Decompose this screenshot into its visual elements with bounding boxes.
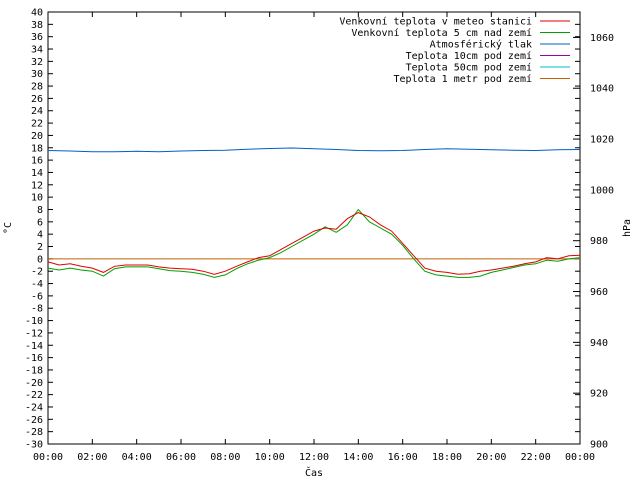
x-axis-label: Čas [305, 466, 323, 479]
y-tick-label-right: 940 [590, 338, 608, 349]
y-tick-label-right: 1040 [590, 84, 614, 95]
y-tick-label-right: 960 [590, 287, 608, 298]
y-tick-label-left: 8 [37, 205, 43, 216]
y-tick-label-left: 12 [31, 180, 43, 191]
y-tick-label-left: -2 [31, 267, 43, 278]
y-tick-label-left: -14 [25, 341, 43, 352]
y-tick-label-left: 32 [31, 57, 43, 68]
x-tick-label: 14:00 [343, 452, 373, 463]
y-tick-label-left: 0 [37, 254, 43, 265]
legend: Venkovní teplota v meteo staniciVenkovní… [339, 16, 570, 85]
y-tick-label-left: 4 [37, 230, 43, 241]
x-tick-label: 16:00 [388, 452, 418, 463]
y-tick-label-left: -26 [25, 415, 43, 426]
legend-label: Teplota 50cm pod zemí [406, 62, 532, 74]
y-tick-label-left: 30 [31, 69, 43, 80]
y-tick-label-left: 24 [31, 106, 43, 117]
y-tick-label-left: 6 [37, 217, 43, 228]
x-tick-label: 04:00 [122, 452, 152, 463]
y-tick-label-left: -18 [25, 365, 43, 376]
series-line-0 [47, 212, 581, 275]
y-tick-label-left: 36 [31, 32, 43, 43]
series-line-2 [47, 147, 581, 153]
x-tick-label: 02:00 [77, 452, 107, 463]
y-tick-label-right: 900 [590, 440, 608, 451]
y-tick-label-left: 18 [31, 143, 43, 154]
y-tick-label-left: -4 [31, 279, 43, 290]
y-tick-label-left: -10 [25, 316, 43, 327]
y-tick-label-right: 980 [590, 236, 608, 247]
y-tick-label-left: -30 [25, 440, 43, 451]
y-tick-label-right: 1020 [590, 135, 614, 146]
y-tick-label-left: -8 [31, 304, 43, 315]
y-tick-label-left: 16 [31, 156, 43, 167]
series-line-1 [47, 208, 581, 278]
x-tick-label: 18:00 [432, 452, 462, 463]
x-tick-label: 00:00 [33, 452, 63, 463]
series-layer [47, 147, 581, 278]
x-tick-label: 10:00 [255, 452, 285, 463]
y-tick-label-left: 10 [31, 193, 43, 204]
y-tick-label-left: -20 [25, 378, 43, 389]
y-tick-label-left: 14 [31, 168, 43, 179]
legend-label: Atmosférický tlak [430, 39, 532, 51]
y-tick-label-left: 38 [31, 20, 43, 31]
ticks-layer: -30-28-26-24-22-20-18-16-14-12-10-8-6-4-… [25, 8, 614, 464]
x-tick-label: 08:00 [210, 452, 240, 463]
y-tick-label-left: -12 [25, 328, 43, 339]
y-axis-label-left: °C [3, 222, 14, 234]
y-tick-label-left: 28 [31, 82, 43, 93]
x-tick-label: 06:00 [166, 452, 196, 463]
legend-label: Venkovní teplota v meteo stanici [339, 16, 532, 28]
y-tick-label-right: 920 [590, 389, 608, 400]
y-tick-label-left: -28 [25, 427, 43, 438]
legend-label: Teplota 10cm pod zemí [406, 50, 532, 62]
y-tick-label-left: 26 [31, 94, 43, 105]
y-tick-label-left: 40 [31, 8, 43, 19]
legend-label: Teplota 1 metr pod zemí [394, 73, 532, 85]
x-tick-label: 22:00 [521, 452, 551, 463]
y-tick-label-left: -22 [25, 390, 43, 401]
y-tick-label-left: 2 [37, 242, 43, 253]
y-tick-label-right: 1000 [590, 185, 614, 196]
y-tick-label-left: -24 [25, 402, 43, 413]
x-tick-label: 00:00 [565, 452, 595, 463]
x-tick-label: 20:00 [476, 452, 506, 463]
y-tick-label-left: -6 [31, 291, 43, 302]
y-tick-label-left: 20 [31, 131, 43, 142]
y-tick-label-left: 34 [31, 45, 43, 56]
y-tick-label-right: 1060 [590, 33, 614, 44]
x-tick-label: 12:00 [299, 452, 329, 463]
y-tick-label-left: 22 [31, 119, 43, 130]
y-axis-label-right: hPa [622, 219, 633, 237]
legend-label: Venkovní teplota 5 cm nad zemí [351, 27, 532, 39]
y-tick-label-left: -16 [25, 353, 43, 364]
